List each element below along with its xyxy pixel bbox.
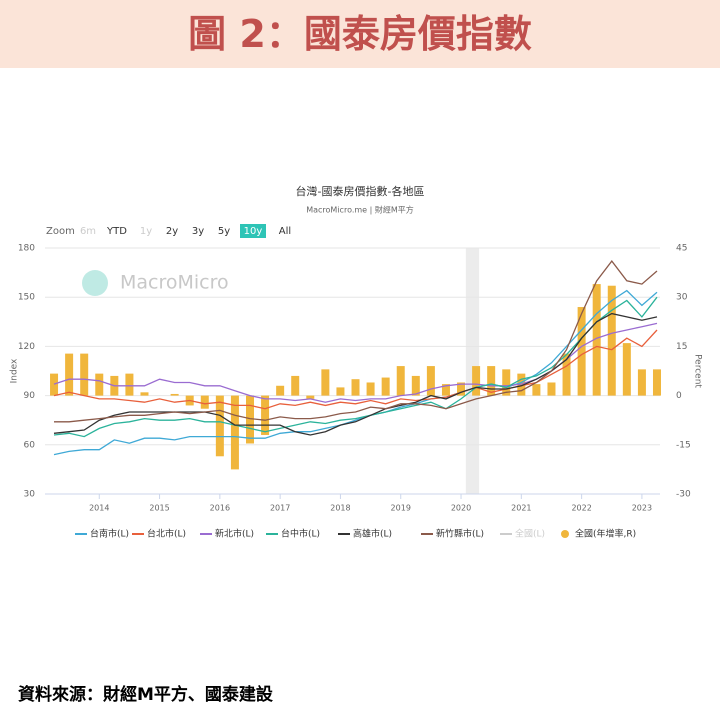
watermark-logo [82,270,108,296]
bar [50,373,59,396]
bar [457,382,466,396]
bar [532,384,541,396]
zoom-button[interactable]: 2y [166,226,178,237]
bar [592,284,601,396]
bar [230,395,239,470]
y2-tick-label: 45 [676,244,687,254]
legend-label[interactable]: 新北市(L) [215,528,254,540]
y2-tick-label: 30 [676,293,688,303]
bar [125,373,134,396]
bar [261,395,270,435]
bar [577,307,586,396]
zoom-button[interactable]: All [279,226,291,237]
bar [306,395,315,399]
bar [381,377,390,396]
bar [562,353,571,396]
source: 資料來源：財經M平方、國泰建設 [18,685,273,705]
x-tick-label: 2020 [451,504,471,513]
bar [426,366,435,396]
legend-label[interactable]: 高雄市(L) [353,528,392,540]
banner: 圖 2：國泰房價指數 [0,0,720,68]
legend-label[interactable]: 全國(L) [515,528,545,540]
x-tick-label: 2016 [210,504,230,513]
y-tick-label: 180 [18,244,35,254]
x-tick-label: 2019 [391,504,411,513]
legend-label[interactable]: 台中市(L) [281,528,320,540]
bar [502,369,511,396]
bar [321,369,330,396]
bar [246,395,254,444]
bar [200,395,209,409]
x-tick-label: 2014 [89,504,109,513]
bar [547,382,556,396]
bar [95,373,104,396]
line [54,260,658,423]
zoom-active [240,224,266,238]
bar [487,366,496,396]
legend-label[interactable]: 新竹縣市(L) [436,528,484,540]
bar [622,343,631,396]
bar [652,369,661,396]
bar [140,392,149,396]
watermark: MacroMicro [120,272,229,294]
zoom-label: Zoom [46,226,75,237]
bar [276,385,285,396]
chart-title: 台灣-國泰房價指數-各地區 [296,184,425,198]
legend-marker [561,530,569,538]
bar [215,395,224,457]
y2-tick-label: -15 [676,440,691,450]
x-tick-label: 2022 [571,504,591,513]
bar [291,375,300,396]
legend-label[interactable]: 台南市(L) [90,528,129,540]
page-title: 圖 2：國泰房價指數 [188,12,532,56]
y2-tick-label: 0 [676,391,682,401]
bar [366,382,375,396]
y-axis-label: Index [10,358,20,383]
y2-tick-label: 15 [676,342,687,352]
y-tick-label: 30 [24,490,36,500]
bar [336,387,345,396]
line [53,312,658,436]
bar [65,353,74,396]
x-tick-label: 2023 [632,504,652,513]
zoom-button[interactable]: YTD [106,226,127,237]
zoom-button[interactable]: 6m [80,226,96,237]
legend-label[interactable]: 全國(年增率,R) [575,528,636,540]
bar [607,285,616,396]
bar [170,393,179,396]
x-tick-label: 2021 [511,504,531,513]
zoom-button[interactable]: 3y [192,226,204,237]
bar [396,366,405,396]
bar [80,353,89,396]
bar [411,375,420,396]
y2-axis-label: Percent [693,354,703,388]
bar [441,384,450,396]
zoom-button[interactable]: 1y [140,226,152,237]
line [53,329,658,410]
y-tick-label: 90 [24,391,36,401]
y2-tick-label: -30 [676,490,691,500]
zoom-button[interactable]: 5y [218,226,230,237]
zoom-button[interactable]: 10y [244,226,263,237]
y-tick-label: 150 [18,293,35,303]
legend-label[interactable]: 台北市(L) [147,528,186,540]
y-tick-label: 60 [24,440,36,450]
x-tick-label: 2015 [149,504,169,513]
chart-subtitle: MacroMicro.me | 財經M平方 [306,205,414,215]
bar [351,379,360,396]
x-tick-label: 2017 [270,504,290,513]
y-tick-label: 120 [18,342,35,352]
bar [472,366,481,396]
x-tick-label: 2018 [330,504,350,513]
bar [637,369,646,396]
line [53,289,658,456]
